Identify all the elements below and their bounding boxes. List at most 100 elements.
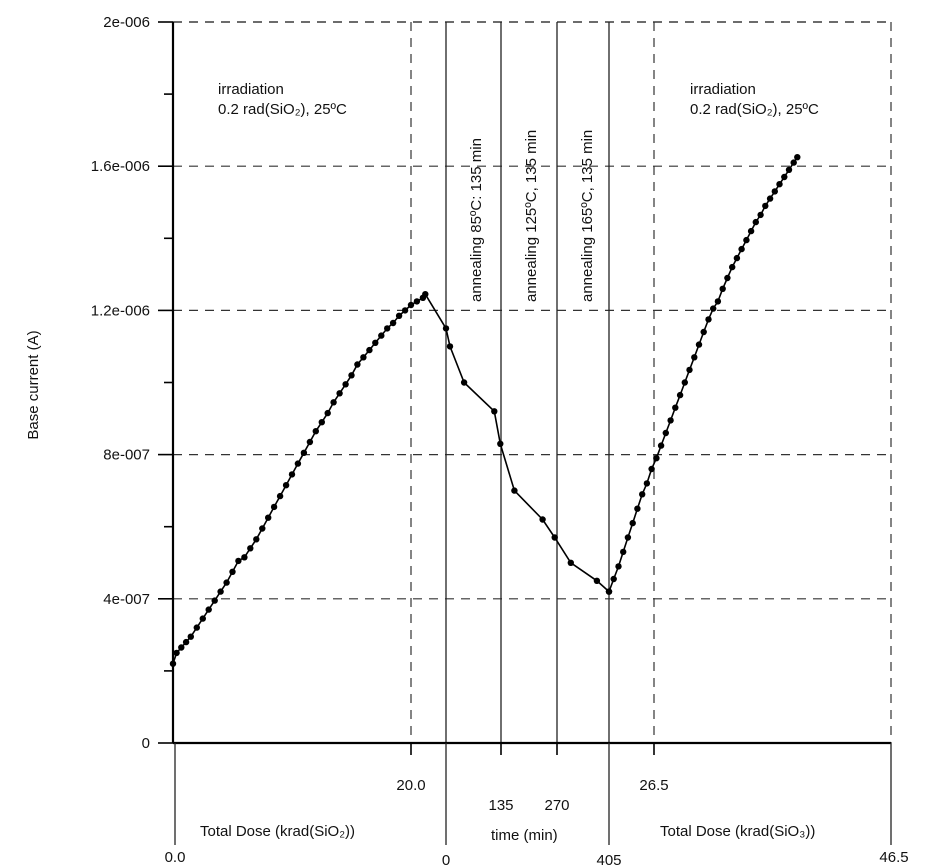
data-point <box>676 391 684 399</box>
data-point <box>662 429 669 437</box>
data-point <box>348 372 355 379</box>
x-tick-label-dose-0: 0.0 <box>165 849 186 866</box>
data-point <box>407 301 415 309</box>
y-tick-label: 4e-007 <box>103 591 150 608</box>
data-point <box>695 341 703 348</box>
data-point <box>738 245 745 253</box>
series-line-segment <box>445 328 610 593</box>
data-point <box>247 545 254 552</box>
x-tick-label-time-405: 405 <box>596 852 621 868</box>
series-connector <box>424 293 447 329</box>
data-point <box>539 516 546 523</box>
data-point <box>265 514 272 521</box>
data-point <box>686 366 693 374</box>
annealing-125-label: annealing 125ºC, 135 min <box>523 130 540 302</box>
data-point <box>766 195 774 202</box>
data-point <box>288 471 296 478</box>
data-point <box>634 505 641 512</box>
data-point <box>757 211 764 219</box>
data-point <box>389 319 397 327</box>
data-point <box>223 579 230 586</box>
data-point <box>776 181 783 188</box>
data-point <box>182 638 190 646</box>
x-tick-label-time-0: 0 <box>442 852 450 868</box>
data-point <box>643 480 651 487</box>
data-point <box>312 428 319 435</box>
data-point <box>384 325 391 332</box>
data-point <box>318 419 325 426</box>
x-axis-title-dose-1: Total Dose (krad(SiO₂)) <box>200 823 355 840</box>
data-point <box>672 404 679 411</box>
data-point <box>372 339 379 346</box>
data-point <box>378 332 385 339</box>
series-line-segment <box>608 156 798 592</box>
data-point <box>300 449 308 456</box>
y-tick-label: 1.6e-006 <box>91 158 150 175</box>
data-point <box>781 173 788 181</box>
data-point <box>401 307 409 314</box>
data-point <box>705 316 712 323</box>
data-point <box>747 227 755 235</box>
data-point <box>306 438 314 446</box>
data-point <box>294 460 302 467</box>
data-point <box>681 379 688 386</box>
y-axis-title: Base current (A) <box>25 330 42 439</box>
data-point <box>605 588 613 595</box>
annealing-165-label: annealing 165ºC, 135 min <box>579 130 596 302</box>
data-point <box>615 563 622 570</box>
data-point <box>752 218 759 226</box>
data-point <box>360 354 367 361</box>
data-point <box>205 606 212 613</box>
data-point <box>785 166 793 173</box>
x-tick-label-time-270: 270 <box>544 797 569 814</box>
data-point <box>729 263 736 271</box>
data-point <box>624 534 632 541</box>
data-point <box>330 399 337 406</box>
data-point <box>714 298 722 305</box>
x-tick-label-dose-20: 20.0 <box>396 777 425 794</box>
y-tick-label: 8e-007 <box>103 447 150 464</box>
data-point <box>235 557 242 565</box>
data-point <box>593 577 601 584</box>
data-point <box>259 525 266 532</box>
data-point <box>169 660 177 667</box>
data-point <box>446 343 454 350</box>
data-point <box>241 554 248 561</box>
x-tick-label-dose-46-5: 46.5 <box>879 849 908 866</box>
data-point <box>217 588 224 595</box>
data-point <box>700 328 707 336</box>
data-point <box>710 305 717 312</box>
grid-lines <box>173 21 892 743</box>
data-point <box>413 298 421 305</box>
irradiation-label-left: irradiation <box>218 81 284 98</box>
irradiation-condition-right: 0.2 rad(SiO₂), 25ºC <box>690 101 819 118</box>
data-point <box>629 519 636 527</box>
data-point <box>187 633 194 640</box>
data-point <box>497 440 504 447</box>
data-point <box>336 390 343 397</box>
axis-ticks <box>158 21 892 845</box>
annealing-85-label: annealing 85ºC: 135 min <box>468 138 485 302</box>
data-point <box>667 417 674 424</box>
data-point <box>511 487 518 494</box>
data-point <box>324 409 331 417</box>
data-point <box>743 236 750 244</box>
data-point <box>790 159 797 166</box>
data-point <box>551 534 558 541</box>
chart-labels: Base current (A) 0.0 20.0 0 135 270 405 … <box>25 14 909 868</box>
data-point <box>771 188 778 195</box>
data-point <box>199 615 206 622</box>
data-point <box>653 455 660 462</box>
data-point <box>178 644 185 651</box>
data-point <box>794 154 801 161</box>
data-point <box>229 568 236 575</box>
y-tick-label: 1.2e-006 <box>91 302 150 319</box>
data-point <box>282 482 290 489</box>
x-tick-label-dose-26-5: 26.5 <box>639 777 668 794</box>
x-axis-title-dose-2: Total Dose (krad(SiO₃)) <box>660 823 815 840</box>
data-point <box>733 254 741 262</box>
data-point <box>762 202 769 210</box>
data-point <box>719 285 726 292</box>
data-point <box>342 381 349 388</box>
